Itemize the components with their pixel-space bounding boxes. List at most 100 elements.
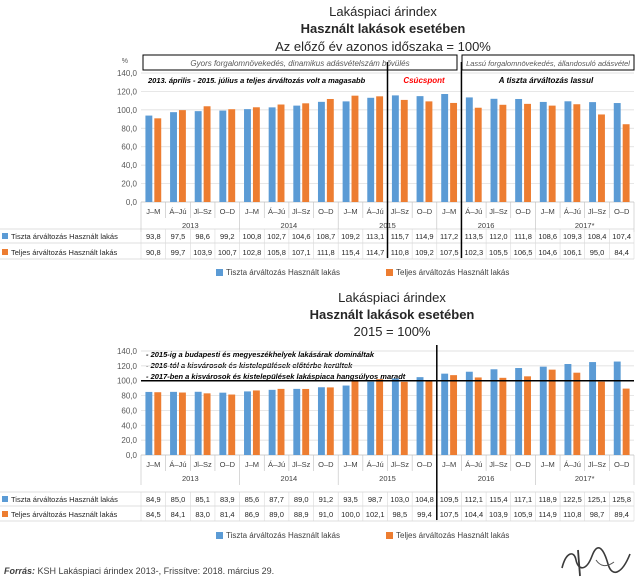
- chart2-bar-tiszta: [367, 381, 375, 455]
- chart2-x-tick: Jl–Sz: [193, 460, 212, 469]
- chart1-bar-teljes: [228, 109, 236, 202]
- chart2-table-value-teljes: 89,0: [269, 510, 284, 519]
- chart1-box-left: [142, 54, 458, 71]
- chart1-bar-tiszta: [416, 96, 424, 202]
- chart1-table-value-tiszta: 111,8: [514, 232, 532, 241]
- chart2-bar-tiszta: [416, 377, 424, 455]
- chart1-table-value-teljes: 105,5: [489, 248, 508, 257]
- chart1-table-value-teljes: 114,7: [366, 248, 384, 257]
- chart1-table-value-tiszta: 107,4: [612, 232, 631, 241]
- chart2-x-tick: Á–Jú: [465, 460, 482, 469]
- chart2-note-1: - 2015-ig a budapesti és megyeszékhelyek…: [146, 350, 375, 359]
- chart2-bar-tiszta: [219, 392, 227, 455]
- chart1-bar-tiszta: [268, 107, 276, 202]
- chart1-subtitle: Használt lakások esetében: [301, 21, 466, 36]
- chart1-x-tick: Á–Jú: [367, 207, 384, 216]
- chart2-bar-tiszta: [244, 391, 251, 455]
- chart1-table-value-teljes: 84,4: [614, 248, 629, 257]
- chart1-table-key-tiszta: [2, 233, 8, 239]
- chart1-x-tick: J–M: [146, 207, 160, 216]
- chart2-table-key-teljes: [2, 511, 8, 517]
- chart2-bar-teljes: [351, 380, 359, 455]
- chart2-bar-tiszta: [342, 385, 350, 455]
- chart1-table-value-tiszta: 108,4: [588, 232, 607, 241]
- chart1-slowdown-label: A tiszta árváltozás lassul: [498, 76, 594, 85]
- chart1-table-value-tiszta: 113,1: [366, 232, 384, 241]
- chart1-table-value-tiszta: 113,5: [465, 232, 483, 241]
- chart2-subtitle2: 2015 = 100%: [354, 324, 431, 339]
- chart2-year-label: 2015: [379, 474, 396, 483]
- chart1-x-tick: O–D: [515, 207, 531, 216]
- chart2-year-label: 2014: [281, 474, 298, 483]
- chart1-table-value-tiszta: 99,2: [220, 232, 235, 241]
- chart2-year-label: 2016: [478, 474, 495, 483]
- chart1-table-value-teljes: 99,7: [171, 248, 186, 257]
- chart2-x-tick: Jl–Sz: [391, 460, 410, 469]
- chart2-table-value-teljes: 84,1: [171, 510, 186, 519]
- chart2-table-value-tiszta: 89,0: [294, 495, 309, 504]
- chart2-x-tick: J–M: [245, 460, 259, 469]
- chart1-table-key-teljes: [2, 249, 8, 255]
- chart2-table-value-tiszta: 103,0: [390, 495, 409, 504]
- chart1-bar-tiszta: [613, 103, 621, 202]
- chart1-bar-teljes: [302, 103, 310, 202]
- chart1-bar-tiszta: [342, 101, 350, 202]
- chart1-bar-tiszta: [441, 94, 449, 202]
- chart1-bar-teljes: [598, 114, 605, 202]
- chart1-table-value-tiszta: 117,2: [440, 232, 458, 241]
- chart2-year-label: 2013: [182, 474, 199, 483]
- chart2-table-value-tiszta: 118,9: [539, 495, 557, 504]
- chart1-year-label: 2017*: [575, 221, 595, 230]
- chart2-table-value-tiszta: 125,8: [612, 495, 631, 504]
- chart1-table-value-tiszta: 102,7: [267, 232, 286, 241]
- footer: Forrás: KSH Lakáspiaci árindex 2013-, Fr…: [4, 566, 274, 576]
- chart1-y-tick: 120,0: [117, 87, 138, 96]
- chart1-table-value-tiszta: 114,9: [415, 232, 433, 241]
- chart2-y-tick: 120,0: [117, 362, 138, 371]
- chart2-y-tick: 40,0: [121, 421, 137, 430]
- chart2-table-value-teljes: 99,4: [417, 510, 432, 519]
- chart1-bar-tiszta: [244, 109, 251, 202]
- chart2-table-value-tiszta: 93,5: [343, 495, 358, 504]
- chart1-y-tick: 20,0: [121, 180, 137, 189]
- chart1-title: Lakáspiaci árindex: [329, 4, 437, 19]
- chart2-bar-teljes: [450, 375, 458, 455]
- chart2-x-tick: Jl–Sz: [292, 460, 311, 469]
- chart1-bar-tiszta: [219, 110, 227, 202]
- chart1-box-left-text: Gyors forgalomnövekedés, dinamikus adásv…: [190, 59, 409, 68]
- chart2-legend-label: Tiszta árváltozás Használt lakás: [226, 531, 340, 540]
- chart2-bar-tiszta: [589, 362, 597, 455]
- chart1-year-label: 2014: [281, 221, 298, 230]
- chart2-table-value-teljes: 105,9: [514, 510, 533, 519]
- chart1-table-value-tiszta: 98,6: [195, 232, 210, 241]
- chart1-table-value-tiszta: 97,5: [171, 232, 186, 241]
- chart2-table-value-teljes: 83,0: [195, 510, 210, 519]
- chart2-x-tick: Jl–Sz: [489, 460, 508, 469]
- chart1-table-value-tiszta: 108,7: [316, 232, 335, 241]
- chart2-bar-teljes: [277, 388, 285, 455]
- chart2-bar-teljes: [154, 392, 162, 455]
- chart1-table-value-teljes: 102,3: [464, 248, 483, 257]
- chart1-bar-teljes: [622, 124, 630, 202]
- chart2-bar-tiszta: [564, 364, 572, 455]
- chart1-x-tick: Jl–Sz: [588, 207, 607, 216]
- chart1-table-value-teljes: 90,8: [146, 248, 161, 257]
- chart1-bar-teljes: [425, 101, 433, 202]
- chart2-x-tick: Á–Jú: [367, 460, 384, 469]
- chart1-bar-teljes: [474, 107, 482, 202]
- chart2-year-label: 2017*: [575, 474, 595, 483]
- chart1-bar-teljes: [524, 103, 531, 202]
- chart1-table-value-teljes: 107,1: [292, 248, 311, 257]
- chart2-table-value-tiszta: 125,1: [588, 495, 607, 504]
- chart1-table-value-teljes: 109,2: [415, 248, 434, 257]
- chart2-x-tick: Á–Jú: [169, 460, 186, 469]
- chart2-table-value-teljes: 81,4: [220, 510, 235, 519]
- chart2-bar-tiszta: [317, 387, 325, 455]
- chart1-x-tick: J–M: [343, 207, 357, 216]
- chart1-x-tick: J–M: [245, 207, 259, 216]
- chart2-y-tick: 0,0: [126, 451, 138, 460]
- chart2-table-value-teljes: 104,4: [464, 510, 483, 519]
- chart1-x-tick: Jl–Sz: [292, 207, 311, 216]
- chart1-y-tick: 100,0: [117, 106, 138, 115]
